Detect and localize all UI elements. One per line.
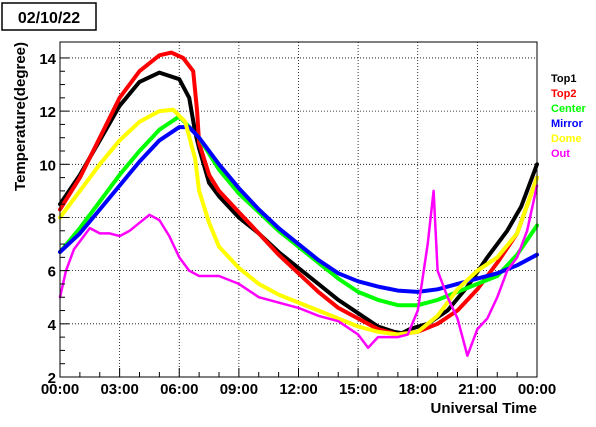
series-line-out — [58, 184, 539, 357]
x-tick-label: 12:00 — [279, 381, 317, 398]
legend-entry-center: Center — [551, 103, 587, 115]
x-tick-label: 00:00 — [518, 381, 556, 398]
x-axis-title: Universal Time — [431, 400, 537, 417]
x-tick-label: 21:00 — [458, 381, 496, 398]
y-tick-label: 12 — [39, 104, 56, 121]
chart-title: 02/10/22 — [18, 10, 80, 27]
y-tick-label: 8 — [48, 210, 56, 227]
series-line-top2 — [58, 50, 539, 337]
legend-entry-out: Out — [551, 148, 570, 160]
series-line-dome — [58, 107, 539, 337]
x-tick-label: 06:00 — [160, 381, 198, 398]
x-tick-label: 18:00 — [399, 381, 437, 398]
y-tick-label: 10 — [39, 157, 56, 174]
y-tick-label: 14 — [39, 51, 56, 68]
title-box — [1, 2, 97, 31]
legend-entry-mirror: Mirror — [551, 118, 584, 130]
series-line-mirror — [58, 125, 539, 294]
legend-entry-dome: Dome — [551, 133, 582, 145]
x-tick-label: 09:00 — [220, 381, 258, 398]
y-axis-title: Temperature(degree) — [12, 42, 29, 191]
x-tick-label: 15:00 — [339, 381, 377, 398]
y-tick-label: 6 — [48, 264, 56, 281]
y-tick-label: 4 — [48, 317, 57, 334]
y-tick-label: 2 — [48, 370, 56, 387]
x-tick-label: 03:00 — [100, 381, 138, 398]
legend-entry-top2: Top2 — [551, 88, 576, 100]
x-tick-label: 00:00 — [41, 381, 79, 398]
legend-entry-top1: Top1 — [551, 73, 576, 85]
